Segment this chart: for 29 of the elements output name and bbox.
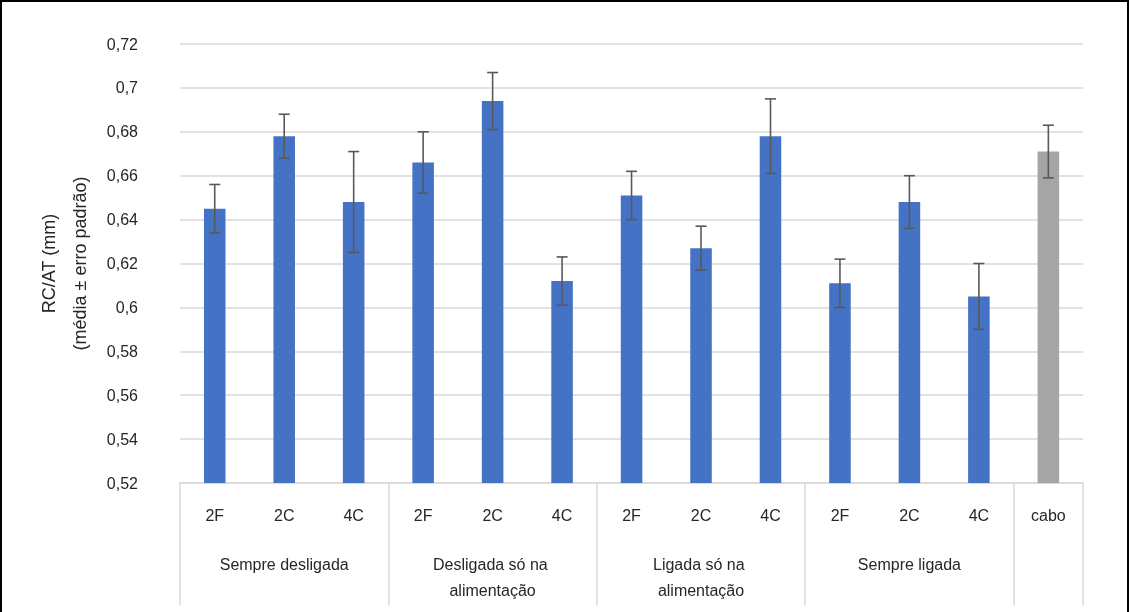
- x-tick-label: 4C: [760, 506, 781, 524]
- x-tick-label: 2C: [690, 506, 712, 524]
- x-tick-label: 2F: [205, 506, 225, 524]
- x-tick-label: cabo: [1031, 506, 1066, 524]
- text: Ligada só na alimentação: [652, 555, 750, 599]
- y-tick-label: 0,58: [106, 342, 139, 360]
- y-axis-title: RC/AT (mm) (média ± erro padrão): [39, 176, 91, 351]
- x-tick-label: 2F: [830, 506, 850, 524]
- y-tick-label: 0,72: [106, 35, 139, 53]
- text: Desligada só na alimentação: [433, 555, 553, 599]
- x-tick-label: 4C: [343, 506, 364, 524]
- x-tick-label: 2F: [622, 506, 642, 524]
- y-tick-label: 0,52: [106, 474, 139, 492]
- y-tick-label: 0,64: [106, 211, 139, 229]
- x-tick-label: 2F: [413, 506, 433, 524]
- x-tick-label: 2C: [482, 506, 503, 524]
- x-tick-label: 4C: [551, 506, 573, 524]
- y-tick-label: 0,68: [106, 123, 139, 141]
- x-tick-label: 4C: [968, 506, 990, 524]
- y-tick-label: 0,56: [106, 386, 139, 404]
- y-tick-label: 0,62: [106, 255, 139, 272]
- y-tick-label: 0,7: [115, 79, 139, 97]
- y-tick-label: 0,6: [115, 298, 139, 316]
- y-tick-label: 0,54: [106, 430, 139, 448]
- text: Sempre ligada: [857, 555, 962, 573]
- text: Sempre desligada: [219, 555, 349, 573]
- x-tick-label: 2C: [273, 506, 295, 524]
- x-tick-label: 2C: [899, 506, 920, 524]
- y-tick-label: 0,66: [106, 167, 139, 185]
